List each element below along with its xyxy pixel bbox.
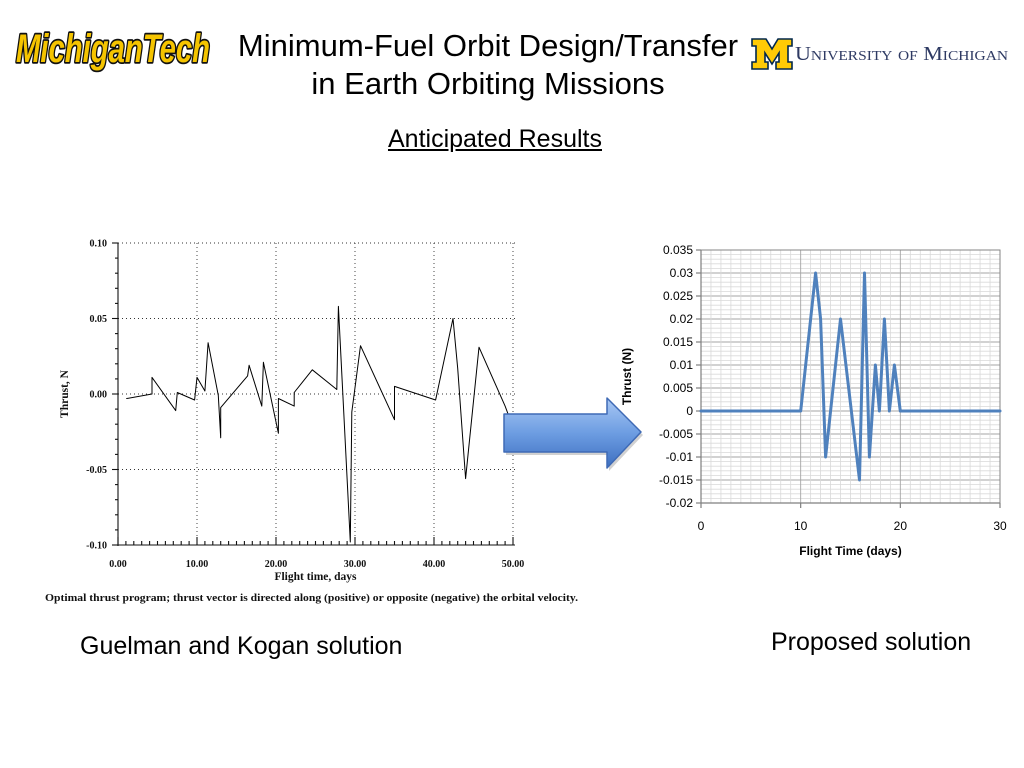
y-axis-label: Thrust, N <box>59 369 71 418</box>
series-line <box>126 305 514 543</box>
left-panel-caption: Guelman and Kogan solution <box>80 632 403 660</box>
y-tick-label: 0.10 <box>90 239 108 250</box>
y-tick-label: 0.03 <box>670 266 694 280</box>
slide-title: Minimum-Fuel Orbit Design/Transfer in Ea… <box>223 27 753 103</box>
y-tick-label: -0.05 <box>86 465 107 476</box>
y-tick-label: -0.01 <box>666 450 694 464</box>
michigan-tech-logo-text: MichiganTech <box>16 27 210 71</box>
x-axis-label: Flight Time (days) <box>799 544 901 558</box>
y-tick-label: 0.02 <box>670 312 694 326</box>
x-tick-label: 10 <box>794 519 808 533</box>
block-m-icon <box>751 38 793 70</box>
x-tick-label: 0.00 <box>109 559 127 570</box>
y-tick-label: -0.10 <box>86 541 107 552</box>
university-of-michigan-logo-text: University of Michigan <box>795 43 1008 65</box>
section-heading: Anticipated Results <box>387 125 602 153</box>
title-line-2: in Earth Orbiting Missions <box>311 66 665 101</box>
y-tick-label: 0.05 <box>90 314 108 325</box>
y-axis-label: Thrust (N) <box>620 348 634 405</box>
university-of-michigan-logo: University of Michigan <box>751 38 1008 70</box>
x-tick-label: 40.00 <box>423 559 446 570</box>
grid <box>700 249 1001 504</box>
y-tick-label: 0.035 <box>663 243 693 257</box>
x-tick-label: 50.00 <box>502 559 525 570</box>
y-tick-label: -0.02 <box>666 496 694 510</box>
x-tick-label: 0 <box>698 519 705 533</box>
y-tick-label: 0 <box>686 404 693 418</box>
y-tick-label: 0.01 <box>670 358 694 372</box>
y-tick-label: 0.025 <box>663 289 693 303</box>
right-arrow-icon <box>503 397 643 471</box>
proposed-thrust-chart: 0.035 0.03 0.025 0.02 0.015 0.01 0.005 0 -0.005 -… <box>620 243 1007 558</box>
y-tick-label: 0.00 <box>90 390 108 401</box>
figure-caption: Optimal thrust program; thrust vector is… <box>45 592 578 604</box>
y-tick-label: 0.005 <box>663 381 693 395</box>
x-axis-label: Flight time, days <box>274 571 357 583</box>
arrow-shape <box>503 397 642 469</box>
y-tick-label: -0.015 <box>659 473 693 487</box>
x-tick-label: 10.00 <box>186 559 209 570</box>
title-line-1: Minimum-Fuel Orbit Design/Transfer <box>237 28 739 63</box>
michigan-tech-logo: MichiganTech <box>14 25 212 73</box>
y-tick-label: 0.015 <box>663 335 693 349</box>
x-tick-label: 20 <box>894 519 908 533</box>
series-line <box>699 271 1002 482</box>
guelman-kogan-thrust-chart: 0.100.050.00-0.05-0.100.00 10.00 20.00 30.0… <box>45 239 578 605</box>
right-panel-caption: Proposed solution <box>771 628 972 656</box>
y-tick-label: -0.005 <box>659 427 693 441</box>
x-tick-label: 30 <box>993 519 1007 533</box>
x-tick-label: 30.00 <box>344 559 367 570</box>
x-tick-label: 20.00 <box>265 559 288 570</box>
